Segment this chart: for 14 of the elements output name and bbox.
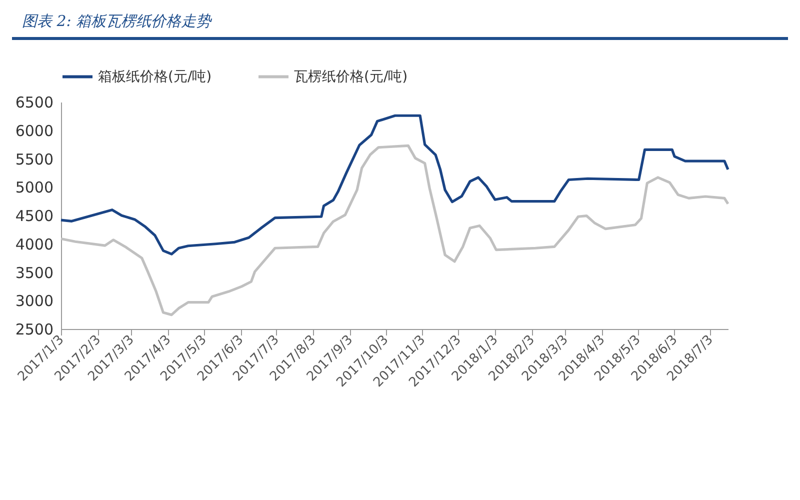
- y-tick-label: 3500: [15, 264, 54, 282]
- y-tick-label: 5500: [15, 150, 54, 168]
- y-tick-label: 6500: [15, 94, 54, 112]
- legend-label: 箱板纸价格(元/吨): [98, 68, 212, 85]
- y-tick-label: 3000: [15, 292, 54, 310]
- legend-label: 瓦楞纸价格(元/吨): [294, 68, 408, 85]
- y-tick-label: 4000: [15, 235, 54, 254]
- y-tick-label: 6000: [15, 122, 54, 140]
- y-tick-label: 4500: [15, 207, 54, 225]
- line-series: [60, 144, 730, 316]
- y-tick-label: 5000: [15, 178, 54, 197]
- chart-title: 图表 2: 箱板瓦楞纸价格走势: [12, 12, 788, 40]
- y-tick-label: 2500: [15, 320, 54, 338]
- line-series: [60, 114, 730, 256]
